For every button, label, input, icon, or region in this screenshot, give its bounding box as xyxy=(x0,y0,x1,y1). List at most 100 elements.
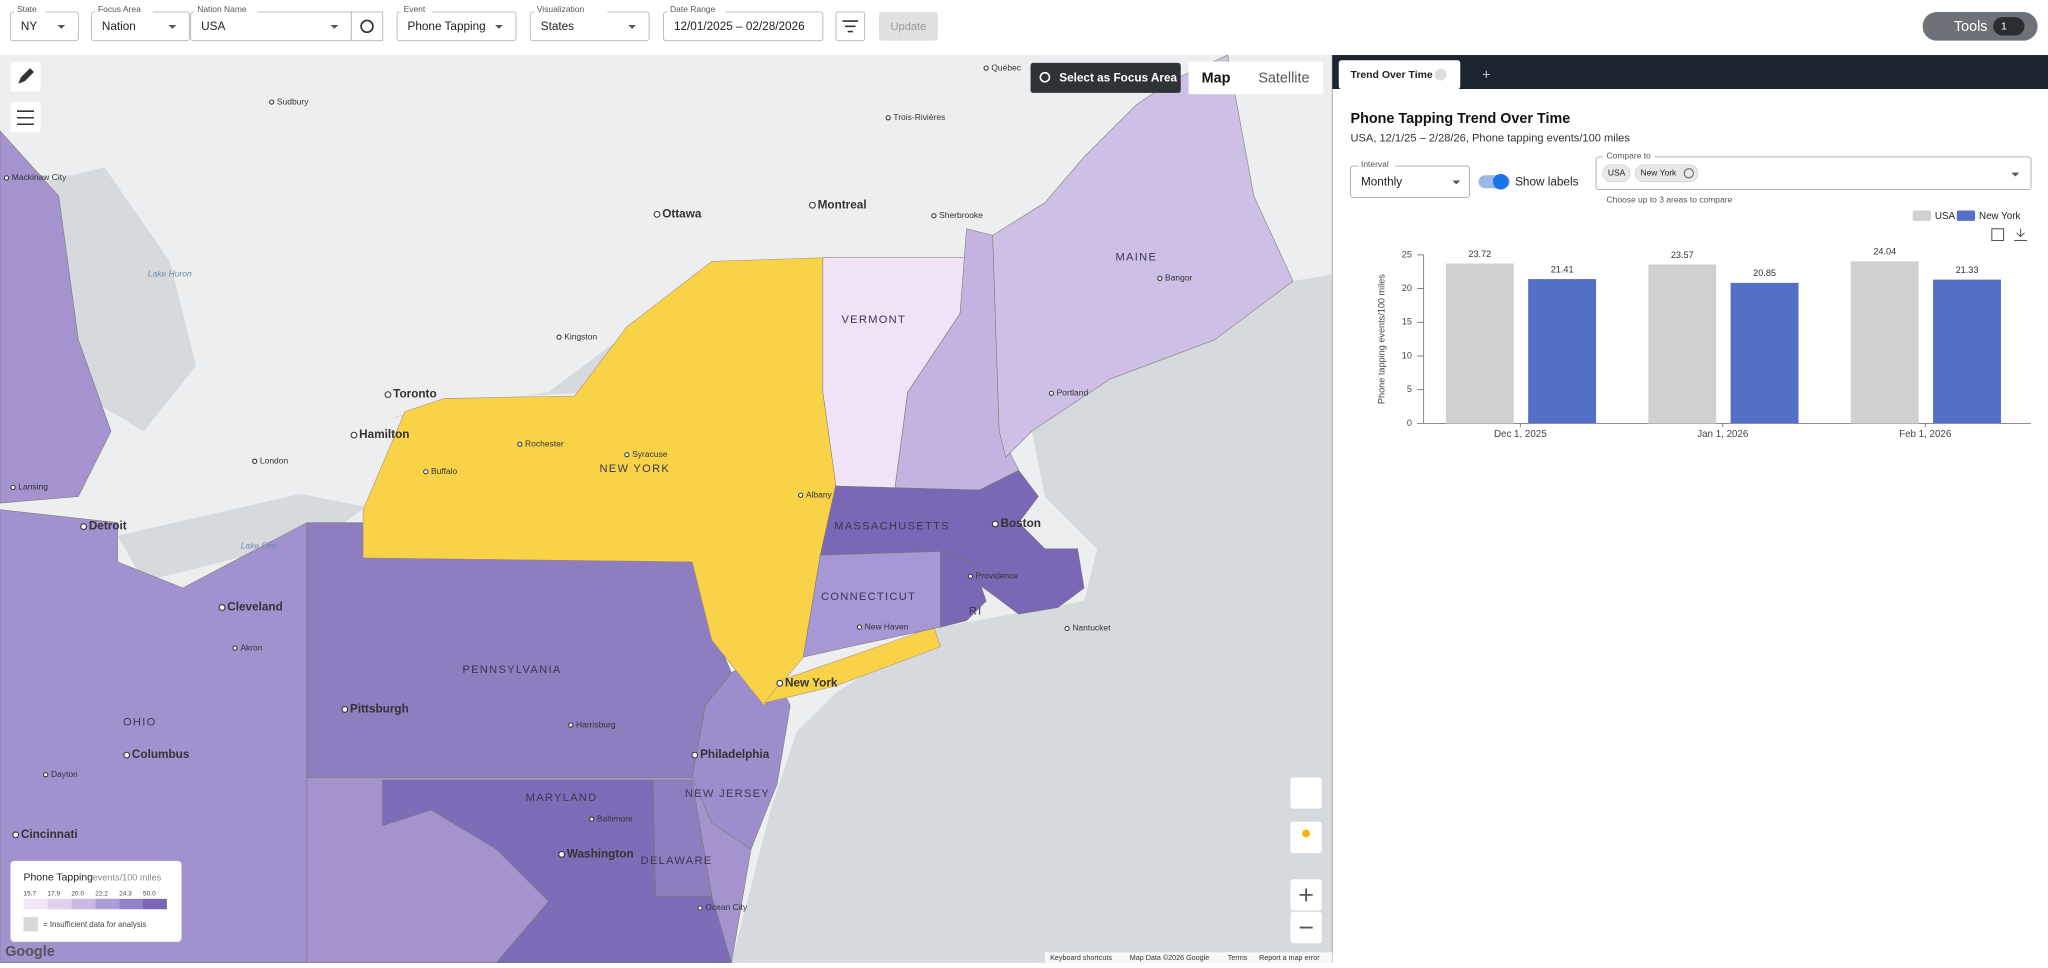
city-dot xyxy=(991,520,999,528)
state-label: MARYLAND xyxy=(526,792,598,804)
download-icon[interactable] xyxy=(2014,228,2028,242)
city-label: Cincinnati xyxy=(21,828,78,841)
city-dot xyxy=(558,851,566,858)
city-dot xyxy=(653,211,661,218)
city-dot xyxy=(1157,275,1163,282)
city-label: Dayton xyxy=(51,769,78,779)
field-value: Nation xyxy=(102,20,136,33)
city-label: Québec xyxy=(991,62,1021,72)
legend-swatch xyxy=(1956,210,1976,221)
legend-label: USA xyxy=(1935,211,1956,222)
compare-select[interactable] xyxy=(1595,156,2032,191)
city-label: New York xyxy=(785,676,838,689)
zoom-icons xyxy=(1299,888,1313,929)
city-dot xyxy=(350,431,358,439)
dropdown[interactable] xyxy=(396,11,517,42)
bar xyxy=(1850,261,1919,424)
focus-button[interactable] xyxy=(1030,62,1181,93)
city-label: Akron xyxy=(240,642,262,652)
city-dot xyxy=(697,905,703,911)
label-bg xyxy=(1602,151,1655,160)
city-dot xyxy=(798,492,804,498)
legend-swatch xyxy=(71,898,96,910)
tab-label: Trend Over Time xyxy=(1351,70,1433,81)
chip-remove[interactable] xyxy=(1683,168,1694,179)
tab-close[interactable] xyxy=(1434,68,1447,81)
state-label: NEW JERSEY xyxy=(685,788,770,800)
city-label: Portland xyxy=(1057,388,1089,398)
compare-chip[interactable] xyxy=(1634,164,1699,183)
state xyxy=(940,551,987,628)
tools-badge-count: 1 xyxy=(2001,22,2007,33)
state-label: RI xyxy=(969,605,983,617)
field-value: 12/01/2025 – 02/28/2026 xyxy=(674,20,805,33)
legend-value: 50.0 xyxy=(143,890,156,897)
y-tick-label: 5 xyxy=(1407,384,1412,394)
dropdown-arrow xyxy=(168,25,177,29)
city-label: Hamilton xyxy=(359,428,409,441)
toggle-thumb xyxy=(1492,173,1509,190)
city-dot xyxy=(232,645,238,651)
city-label: London xyxy=(260,455,289,465)
map-logo: Google xyxy=(5,944,54,960)
y-tick-label: 0 xyxy=(1407,418,1412,428)
city-label: Buffalo xyxy=(431,466,458,476)
city-label: Columbus xyxy=(132,748,190,761)
label-bg xyxy=(95,5,153,14)
city-label: Sudbury xyxy=(277,96,309,106)
map-type-toggle xyxy=(1188,61,1324,95)
legend-swatch xyxy=(1912,210,1931,221)
y-axis-label: Phone tapping events/100 miles xyxy=(1376,274,1386,404)
city-dot xyxy=(885,115,891,121)
tab[interactable] xyxy=(1338,60,1461,90)
city-dot xyxy=(123,751,131,759)
city-label: Boston xyxy=(1000,517,1040,530)
compass-button[interactable] xyxy=(1290,777,1322,809)
dropdown-arrow xyxy=(1452,180,1461,185)
dropdown[interactable] xyxy=(663,11,824,42)
city-label: Montreal xyxy=(818,198,867,211)
field-label: Visualization xyxy=(537,4,585,14)
legend-insufficient: = Insufficient data for analysis xyxy=(43,920,146,929)
state xyxy=(802,551,941,658)
x-tick-label: Jan 1, 2026 xyxy=(1697,429,1749,440)
label-bg xyxy=(14,5,46,14)
city-dot xyxy=(269,99,275,105)
locate-button[interactable] xyxy=(350,11,384,42)
city-label: Washington xyxy=(567,848,634,861)
legend-value: 24.3 xyxy=(119,890,132,897)
city-dot xyxy=(776,679,784,687)
interval-select[interactable] xyxy=(1350,165,1470,198)
city-dot xyxy=(568,722,574,728)
legend-title: Phone Tapping xyxy=(24,873,94,884)
city-label: Trois-Rivières xyxy=(893,112,945,122)
city-label: New Haven xyxy=(865,621,909,631)
city-dot xyxy=(43,772,49,778)
city-label: Sherbrooke xyxy=(939,210,983,220)
tools-label: Tools xyxy=(1954,19,1988,35)
label-bg xyxy=(667,5,725,14)
compare-chip[interactable] xyxy=(1602,164,1631,183)
pegman-icon xyxy=(1302,829,1311,838)
panel xyxy=(1332,55,2048,963)
city-dot xyxy=(3,175,10,181)
image-export-icon[interactable] xyxy=(1991,228,2005,242)
add-tab-icon[interactable]: + xyxy=(1482,68,1490,84)
bar xyxy=(1528,279,1597,424)
water-label: Lake Erie xyxy=(241,540,277,550)
city-label: Lansing xyxy=(18,482,48,492)
lake xyxy=(117,493,366,582)
y-tick-label: 15 xyxy=(1402,317,1412,327)
city-label: Nantucket xyxy=(1072,623,1111,633)
city-dot xyxy=(589,816,595,822)
city-label: Detroit xyxy=(89,520,127,533)
city-label: Cleveland xyxy=(227,601,283,614)
city-dot xyxy=(624,452,630,458)
dropdown-arrow xyxy=(495,25,503,29)
data-label: 20.85 xyxy=(1753,268,1776,278)
legend-swatch xyxy=(47,898,72,910)
legend-value: 17.9 xyxy=(47,890,60,897)
city-label: Rochester xyxy=(525,439,564,449)
x-tick-label: Dec 1, 2025 xyxy=(1494,429,1547,440)
update-button[interactable] xyxy=(879,11,938,41)
